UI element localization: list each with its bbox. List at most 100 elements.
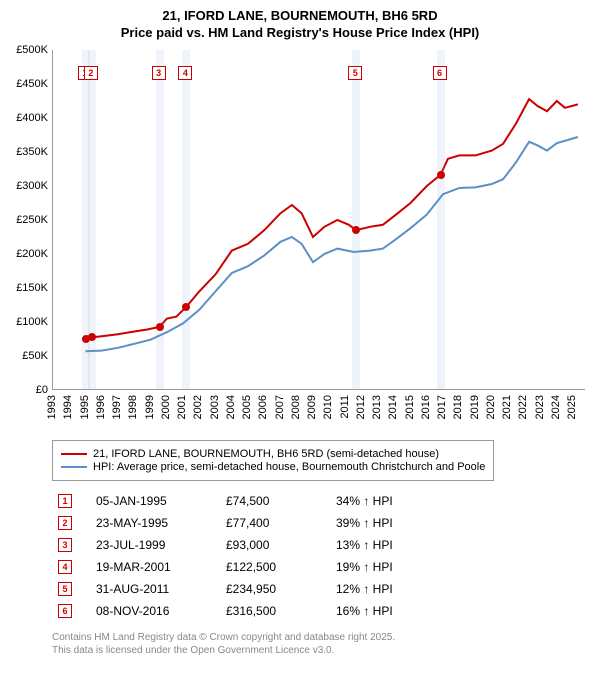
x-axis-label: 2008: [290, 395, 302, 419]
y-axis-label: £500K: [8, 44, 48, 56]
sales-row-price: £74,500: [226, 494, 336, 508]
x-axis-label: 2004: [225, 395, 237, 419]
sales-row-price: £77,400: [226, 516, 336, 530]
x-axis-label: 2011: [339, 395, 351, 419]
y-axis-label: £150K: [8, 282, 48, 294]
sales-table-row: 4 19-MAR-2001£122,50019% ↑ HPI: [58, 556, 393, 578]
sales-row-date: 23-JUL-1999: [96, 538, 226, 552]
x-axis-label: 1997: [111, 395, 123, 419]
x-axis-label: 2012: [355, 395, 367, 419]
sale-highlight-band: [156, 50, 164, 389]
legend-item: HPI: Average price, semi-detached house,…: [61, 461, 485, 473]
x-axis-label: 2018: [452, 395, 464, 419]
x-axis-label: 1998: [127, 395, 139, 419]
x-axis-label: 1999: [144, 395, 156, 419]
sales-row-delta: 16% ↑ HPI: [336, 604, 393, 618]
sales-table-row: 6 08-NOV-2016£316,50016% ↑ HPI: [58, 600, 393, 622]
sales-row-index: 2: [58, 516, 72, 530]
x-axis-label: 2024: [550, 395, 562, 419]
y-axis-label: £250K: [8, 214, 48, 226]
x-axis-label: 2001: [176, 395, 188, 419]
y-axis-label: £50K: [8, 350, 48, 362]
sales-row-index: 6: [58, 604, 72, 618]
sales-row-index: 4: [58, 560, 72, 574]
x-axis-label: 2022: [517, 395, 529, 419]
legend-item: 21, IFORD LANE, BOURNEMOUTH, BH6 5RD (se…: [61, 448, 485, 460]
sale-point-dot: [156, 323, 164, 331]
sale-point-dot: [437, 171, 445, 179]
sales-row-price: £122,500: [226, 560, 336, 574]
sales-row-price: £234,950: [226, 582, 336, 596]
sales-row-index: 1: [58, 494, 72, 508]
x-axis-label: 1993: [46, 395, 58, 419]
chart-title-line1: 21, IFORD LANE, BOURNEMOUTH, BH6 5RD: [0, 0, 600, 25]
sales-row-date: 05-JAN-1995: [96, 494, 226, 508]
x-axis-label: 1996: [95, 395, 107, 419]
x-axis-label: 2019: [469, 395, 481, 419]
sales-table-row: 5 31-AUG-2011£234,95012% ↑ HPI: [58, 578, 393, 600]
x-axis-label: 2002: [192, 395, 204, 419]
sale-marker-box: 5: [348, 66, 362, 80]
sales-table-row: 3 23-JUL-1999£93,00013% ↑ HPI: [58, 534, 393, 556]
sales-row-index: 3: [58, 538, 72, 552]
legend-swatch: [61, 466, 87, 468]
sales-row-date: 08-NOV-2016: [96, 604, 226, 618]
sale-highlight-band: [352, 50, 360, 389]
sales-row-delta: 12% ↑ HPI: [336, 582, 393, 596]
sale-point-dot: [352, 226, 360, 234]
legend-label: HPI: Average price, semi-detached house,…: [93, 461, 485, 473]
sale-highlight-band: [437, 50, 445, 389]
legend-label: 21, IFORD LANE, BOURNEMOUTH, BH6 5RD (se…: [93, 448, 439, 460]
x-axis-label: 2020: [485, 395, 497, 419]
legend-swatch: [61, 453, 87, 455]
x-axis-label: 1995: [79, 395, 91, 419]
sales-table-row: 2 23-MAY-1995£77,40039% ↑ HPI: [58, 512, 393, 534]
sales-row-delta: 13% ↑ HPI: [336, 538, 393, 552]
y-axis-label: £100K: [8, 316, 48, 328]
chart-title-line2: Price paid vs. HM Land Registry's House …: [0, 25, 600, 40]
x-axis-label: 2005: [241, 395, 253, 419]
x-axis-label: 2017: [436, 395, 448, 419]
sale-marker-box: 2: [84, 66, 98, 80]
x-axis-label: 2014: [387, 395, 399, 419]
x-axis-label: 2023: [534, 395, 546, 419]
sales-row-date: 19-MAR-2001: [96, 560, 226, 574]
y-axis-label: £200K: [8, 248, 48, 260]
sales-table-row: 1 05-JAN-1995£74,50034% ↑ HPI: [58, 490, 393, 512]
legend-box: 21, IFORD LANE, BOURNEMOUTH, BH6 5RD (se…: [52, 440, 494, 481]
sales-row-delta: 34% ↑ HPI: [336, 494, 393, 508]
sale-highlight-band: [182, 50, 190, 389]
y-axis-label: £350K: [8, 146, 48, 158]
x-axis-label: 2025: [566, 395, 578, 419]
y-axis-label: £450K: [8, 78, 48, 90]
sale-marker-box: 4: [178, 66, 192, 80]
sale-point-dot: [182, 303, 190, 311]
sales-row-date: 31-AUG-2011: [96, 582, 226, 596]
x-axis-label: 2009: [306, 395, 318, 419]
sales-row-price: £93,000: [226, 538, 336, 552]
sale-marker-box: 6: [433, 66, 447, 80]
x-axis-label: 2010: [322, 395, 334, 419]
y-axis-label: £400K: [8, 112, 48, 124]
y-axis-label: £300K: [8, 180, 48, 192]
x-axis-label: 2007: [274, 395, 286, 419]
footer-line2: This data is licensed under the Open Gov…: [52, 645, 395, 658]
x-axis-label: 1994: [62, 395, 74, 419]
sales-row-price: £316,500: [226, 604, 336, 618]
sales-table: 1 05-JAN-1995£74,50034% ↑ HPI 2 23-MAY-1995…: [58, 490, 393, 622]
chart-plot-area: [52, 50, 585, 390]
sales-row-index: 5: [58, 582, 72, 596]
sale-point-dot: [88, 333, 96, 341]
sales-row-delta: 39% ↑ HPI: [336, 516, 393, 530]
x-axis-label: 2015: [404, 395, 416, 419]
x-axis-label: 2003: [209, 395, 221, 419]
footer-attribution: Contains HM Land Registry data © Crown c…: [52, 632, 395, 657]
sale-marker-box: 3: [152, 66, 166, 80]
y-axis-label: £0: [8, 384, 48, 396]
footer-line1: Contains HM Land Registry data © Crown c…: [52, 632, 395, 645]
sales-row-delta: 19% ↑ HPI: [336, 560, 393, 574]
x-axis-label: 2013: [371, 395, 383, 419]
x-axis-label: 2016: [420, 395, 432, 419]
sales-row-date: 23-MAY-1995: [96, 516, 226, 530]
x-axis-label: 2006: [257, 395, 269, 419]
